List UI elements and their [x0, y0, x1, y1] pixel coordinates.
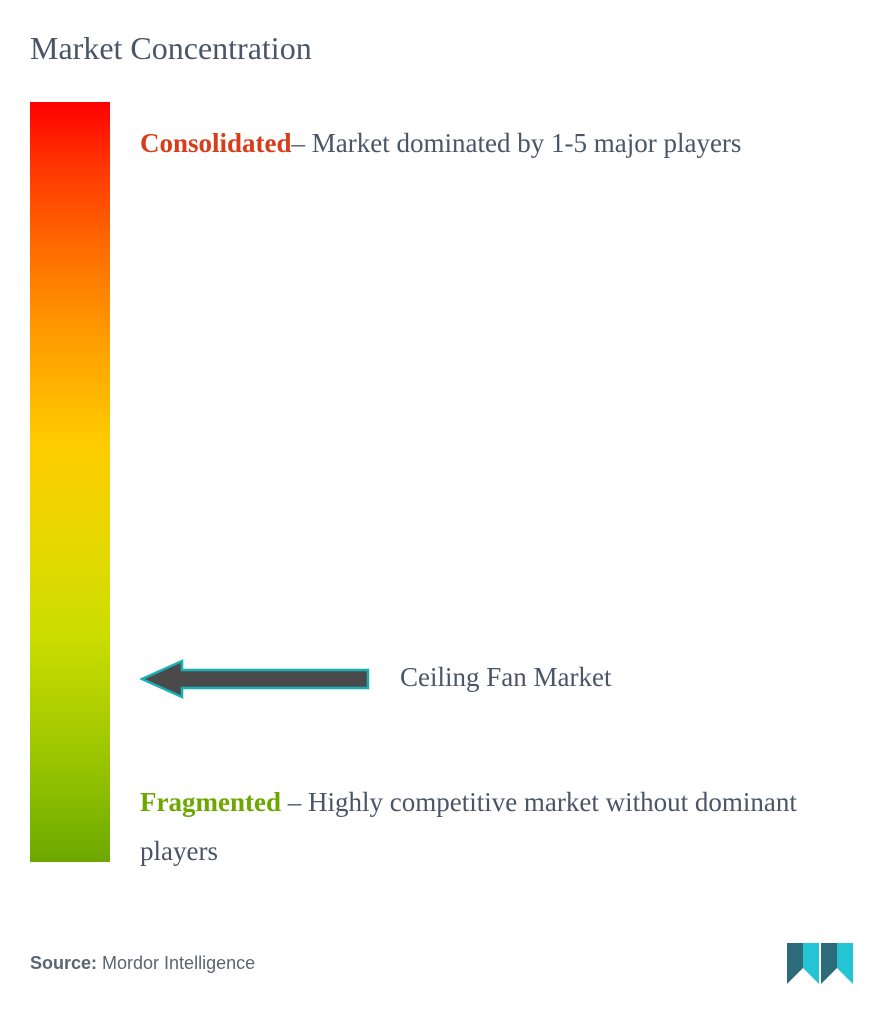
- fragmented-label: Fragmented – Highly competitive market w…: [140, 778, 880, 875]
- page-title: Market Concentration: [30, 30, 855, 67]
- consolidated-label: Consolidated– Market dominated by 1-5 ma…: [140, 120, 860, 167]
- fragmented-word: Fragmented: [140, 787, 281, 817]
- diagram-content: Consolidated– Market dominated by 1-5 ma…: [30, 102, 855, 922]
- consolidated-word: Consolidated: [140, 128, 292, 158]
- mordor-logo-icon: [785, 941, 855, 986]
- consolidated-description: – Market dominated by 1-5 major players: [292, 128, 742, 158]
- source-label: Source:: [30, 953, 97, 973]
- arrow-left-icon: [140, 657, 370, 697]
- source-text: Mordor Intelligence: [97, 953, 255, 973]
- market-marker: Ceiling Fan Market: [140, 657, 611, 697]
- source-attribution: Source: Mordor Intelligence: [30, 953, 255, 974]
- footer: Source: Mordor Intelligence: [30, 941, 855, 986]
- market-name: Ceiling Fan Market: [400, 662, 611, 693]
- concentration-gradient-bar: [30, 102, 110, 862]
